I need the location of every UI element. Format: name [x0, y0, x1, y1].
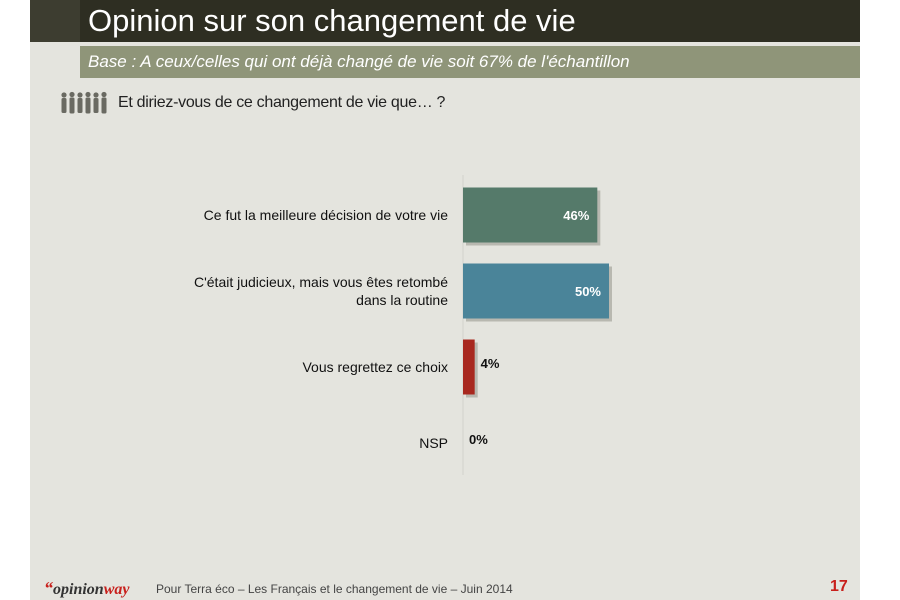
bar	[463, 187, 598, 243]
category-label: Vous regrettez ce choix	[302, 359, 448, 375]
bar-value-label: 4%	[481, 356, 500, 371]
category-label: Ce fut la meilleure décision de votre vi…	[204, 207, 449, 223]
opinionway-logo: “opinionway	[44, 578, 129, 599]
category-label: NSP	[419, 435, 448, 451]
logo-opinion: opinion	[53, 581, 104, 598]
category-label: C'était judicieux, mais vous êtes retomb…	[194, 274, 448, 308]
logo-quote: “	[44, 578, 53, 598]
title-accent	[30, 0, 80, 42]
footer-text: Pour Terra éco – Les Français et le chan…	[156, 582, 513, 596]
logo-way: way	[103, 581, 130, 598]
page-title: Opinion sur son changement de vie	[88, 3, 576, 38]
page-number: 17	[830, 578, 848, 595]
people-icon	[61, 91, 107, 114]
bar	[463, 339, 475, 395]
question-text: Et diriez-vous de ce changement de vie q…	[118, 94, 446, 111]
slide-background	[30, 0, 860, 600]
base-banner	[80, 46, 860, 78]
bar-value-label: 46%	[563, 208, 589, 223]
bar-value-label: 50%	[575, 284, 601, 299]
bar-value-label: 0%	[469, 432, 488, 447]
base-text: Base : A ceux/celles qui ont déjà changé…	[88, 52, 630, 71]
bar	[463, 263, 609, 319]
title-bar	[30, 0, 860, 42]
